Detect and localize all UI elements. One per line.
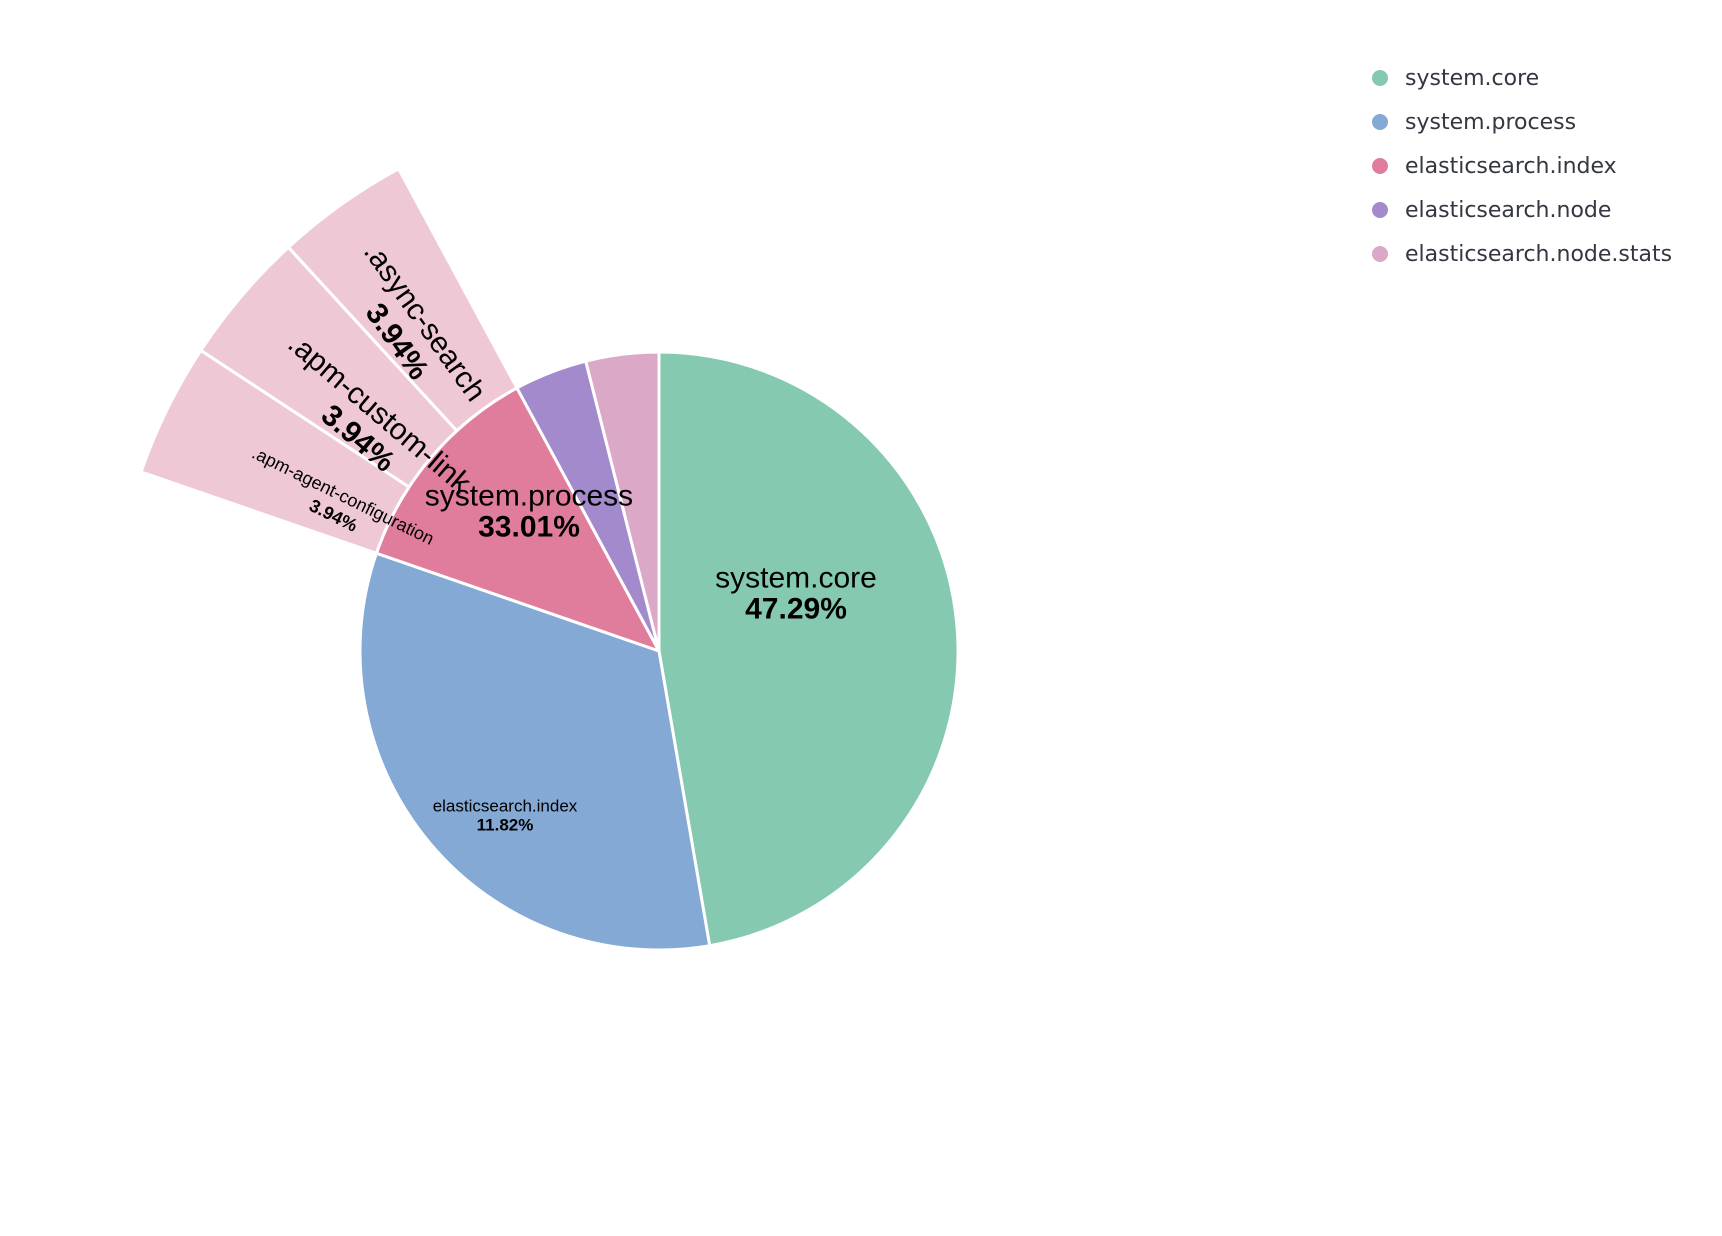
slice-system-process[interactable]	[358, 551, 712, 952]
legend: system.core system.process elasticsearch…	[1372, 56, 1672, 276]
legend-swatch	[1372, 70, 1388, 86]
legend-label: system.core	[1405, 65, 1540, 91]
ring-slice-async-search[interactable]	[286, 167, 519, 433]
slice-value-label: 11.82%	[477, 816, 534, 835]
legend-label: elasticsearch.index	[1405, 153, 1617, 179]
legend-item-elasticsearch-index[interactable]: elasticsearch.index	[1372, 144, 1672, 188]
legend-swatch	[1372, 246, 1388, 262]
legend-item-system-process[interactable]: system.process	[1372, 100, 1672, 144]
slice-name-label: system.core	[715, 562, 877, 595]
slice-system-core[interactable]	[657, 350, 960, 948]
legend-swatch	[1372, 114, 1388, 130]
legend-item-elasticsearch-node-stats[interactable]: elasticsearch.node.stats	[1372, 232, 1672, 276]
slice-elasticsearch-node-stats[interactable]	[584, 350, 661, 653]
legend-label: elasticsearch.node	[1405, 197, 1612, 223]
legend-label: system.process	[1405, 109, 1577, 135]
slice-name-label: system.process	[425, 480, 633, 513]
slice-value-label: 47.29%	[745, 593, 847, 626]
legend-swatch	[1372, 202, 1388, 218]
legend-item-system-core[interactable]: system.core	[1372, 56, 1672, 100]
slice-name-label: elasticsearch.index	[433, 797, 578, 816]
legend-item-elasticsearch-node[interactable]: elasticsearch.node	[1372, 188, 1672, 232]
slice-value-label: 33.01%	[478, 511, 580, 544]
legend-label: elasticsearch.node.stats	[1405, 241, 1673, 267]
legend-swatch	[1372, 158, 1388, 174]
